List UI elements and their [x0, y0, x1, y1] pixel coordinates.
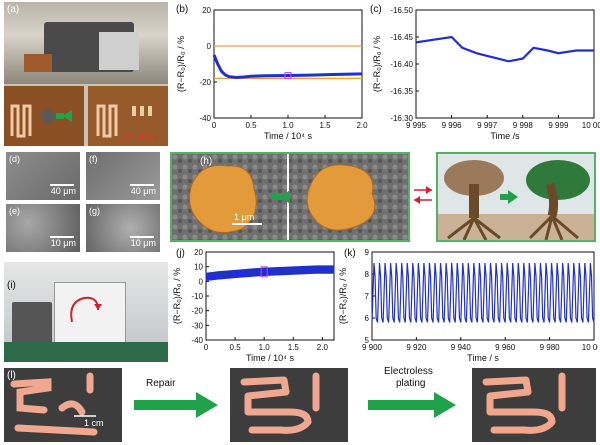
panel-d-sem: (d) 40 μm — [6, 152, 80, 200]
chart-k-xtick-label: 9 900 — [362, 343, 383, 352]
panel-l-photo-1: (l) 1 cm — [4, 368, 122, 442]
chart-c-frame — [415, 9, 595, 119]
panel-i-photo: (i) — [4, 262, 168, 362]
panel-f-sem: (f) 40 μm — [86, 152, 160, 200]
chart-c: 9 995 9 996 9 997 9 998 9 999 10 000 -16.50 -16… — [372, 6, 600, 141]
chart-c-ylabel: (R−R₀)/R₀ / % — [372, 36, 382, 92]
chart-j-xtick-label: 0.5 — [230, 343, 242, 352]
panel-a-label: (a) — [7, 4, 20, 15]
chart-c-xlabel: Time /s — [490, 131, 520, 141]
panel-g-sem: (g) 10 μm — [86, 204, 160, 252]
chart-b-ytick-label: -40 — [199, 114, 211, 123]
plating-label-line1: Electroless — [384, 366, 433, 377]
plating-arrow-icon — [368, 392, 456, 418]
chart-b-xtick-label: 1.0 — [282, 121, 294, 130]
chart-j-ytick-label: -20 — [191, 307, 203, 316]
panel-i-label: (i) — [7, 280, 16, 291]
chart-j-ytick-label: 0 — [199, 277, 204, 286]
repair-arrow-icon — [134, 392, 218, 418]
chart-k-ytick-label: 6 — [365, 314, 370, 323]
chart-c-xtick-label: 9 998 — [513, 121, 534, 130]
panel-e-sem: (e) 10 μm — [6, 204, 80, 252]
rotation-arrow-icon — [70, 296, 102, 323]
chart-j-frame — [205, 251, 335, 341]
chart-j: 0 0.5 1.0 1.5 2.0 20 10 0 -10 -20 -30 -40 Time / 10⁴… — [172, 248, 335, 362]
chart-b-xtick-label: 0.5 — [245, 121, 257, 130]
panel-k-label: (k) — [344, 248, 356, 259]
repair-label: Repair — [146, 378, 176, 389]
chart-j-xtick-label: 1.5 — [288, 343, 300, 352]
chart-b-frame — [213, 9, 363, 119]
panel-l-photo-2 — [230, 368, 348, 442]
chart-k-ytick-label: 7 — [365, 292, 370, 301]
chart-k-xtick-label: 9 960 — [495, 343, 516, 352]
chart-k-xlabel: Time / s — [467, 353, 499, 362]
chart-j-xtick-label: 1.0 — [259, 343, 271, 352]
chart-j-ylabel: (R−R₀)/R₀ / % — [172, 268, 182, 324]
panel-l-scale: 1 cm — [84, 418, 104, 428]
chart-c-ytick-label: -16.30 — [390, 114, 413, 123]
chart-b-series-line — [212, 54, 363, 80]
chart-b-ytick-label: -20 — [199, 78, 211, 87]
chart-j-ytick-label: -40 — [191, 336, 203, 345]
chart-c-xtick-label: 9 999 — [548, 121, 569, 130]
chart-j-ytick-label: 20 — [194, 248, 203, 257]
panel-b-label: (b) — [176, 4, 189, 15]
chart-j-zoom-marker — [260, 266, 268, 278]
chart-b-xlabel: Time / 10⁴ s — [264, 131, 313, 141]
panel-a-circuits — [10, 104, 152, 138]
tree-illustration — [436, 152, 596, 242]
panel-h-label: (h) — [200, 156, 213, 167]
chart-j-ytick-label: -10 — [191, 292, 203, 301]
chart-k-ytick-label: 8 — [365, 270, 370, 279]
chart-c-xtick-label: 10 000 — [582, 121, 600, 130]
double-arrow-icon — [414, 186, 432, 204]
chart-b-zoom-marker — [284, 72, 292, 80]
chart-c-series-line — [415, 35, 594, 63]
chart-k-frame — [371, 251, 595, 341]
panel-j-label: (j) — [176, 248, 185, 259]
chart-j-xtick-label: 2.0 — [317, 343, 329, 352]
chart-b-ylabel: (R−R₀)/R₀ / % — [176, 36, 186, 92]
chart-j-ytick-label: -30 — [191, 321, 203, 330]
chart-j-ytick-label: 10 — [194, 263, 203, 272]
chart-b-xtick-label: 1.5 — [319, 121, 331, 130]
panel-a-duration: 10 000 s — [124, 132, 159, 142]
plating-label-line2: plating — [396, 378, 426, 389]
chart-c-xtick-label: 9 996 — [442, 121, 463, 130]
chart-k-ytick-label: 9 — [365, 248, 370, 257]
chart-k-ytick-label: 5 — [365, 336, 370, 345]
chart-k-xtick-label: 9 920 — [406, 343, 427, 352]
chart-k-xtick-label: 9 940 — [451, 343, 472, 352]
chart-j-xtick-label: 0 — [204, 343, 209, 352]
chart-k-ylabel: (R−R₀)/R₀ / % — [338, 268, 348, 324]
chart-b-ytick-label: 20 — [202, 6, 211, 15]
chart-k: 9 900 9 920 9 940 9 960 9 980 10 000 9 8 7 6 5 Time… — [338, 248, 598, 362]
chart-b-xtick-label: 2.0 — [356, 121, 368, 130]
chart-c-ytick-label: -16.45 — [390, 33, 413, 42]
panel-c-label: (c) — [370, 4, 382, 15]
chart-j-xlabel: Time / 10⁴ s — [246, 353, 295, 362]
panel-l-label: (l) — [7, 370, 16, 381]
chart-c-xtick-label: 9 997 — [477, 121, 498, 130]
chart-c-ytick-label: -16.50 — [390, 6, 413, 15]
chart-k-xtick-label: 10 000 — [582, 343, 598, 352]
panel-l-photo-3 — [472, 368, 596, 442]
panel-a-photo: (a) 10 000 s — [4, 2, 168, 146]
chart-k-xtick-label: 9 980 — [540, 343, 561, 352]
panel-h-scale: 1 μm — [234, 212, 255, 222]
chart-k-series-line — [371, 262, 595, 323]
chart-c-ytick-label: -16.35 — [390, 87, 413, 96]
chart-c-ytick-label: -16.40 — [390, 60, 413, 69]
chart-b-ytick-label: 0 — [207, 42, 212, 51]
chart-b: 0 0.5 1.0 1.5 2.0 20 0 -20 -40 Time / 10⁴ s (R−R₀)… — [176, 6, 368, 141]
chart-b-xtick-label: 0 — [212, 121, 217, 130]
chart-j-series-band — [205, 265, 335, 282]
panel-h-sem: (h) 1 μm — [170, 152, 410, 242]
chart-c-xtick-label: 9 995 — [406, 121, 427, 130]
